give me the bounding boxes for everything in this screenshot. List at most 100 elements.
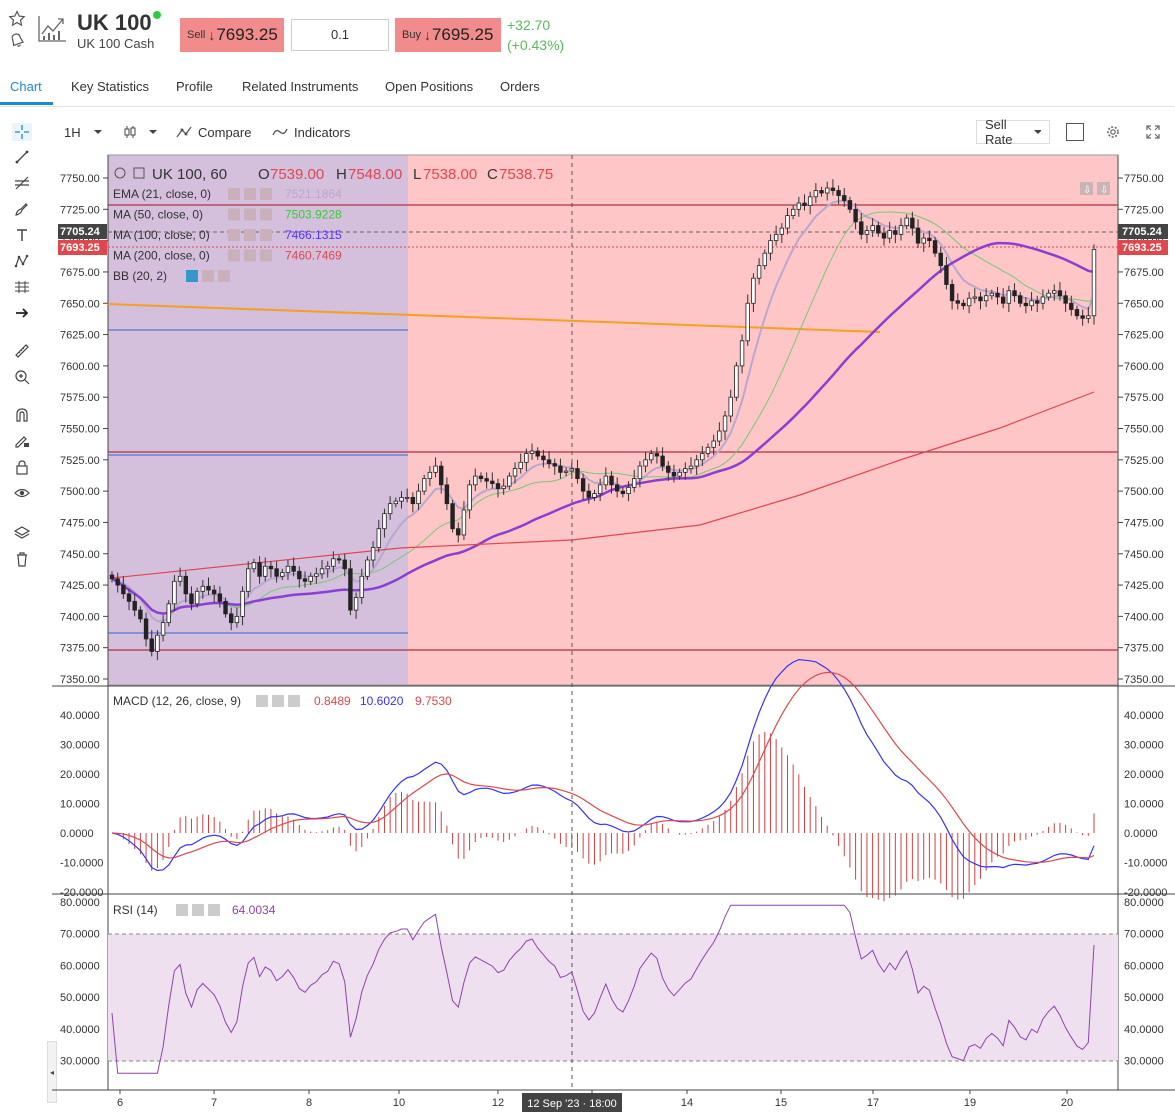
tab-open-positions[interactable]: Open Positions xyxy=(385,79,474,94)
candle-body xyxy=(138,609,143,620)
candle-body xyxy=(978,296,983,302)
pencil-lock-icon[interactable] xyxy=(12,432,32,450)
candle-body xyxy=(927,237,932,242)
collapse-icon[interactable] xyxy=(114,167,126,179)
sell-button[interactable]: Sell ↓ 7693.25 xyxy=(180,18,284,52)
sell-price: 7693.25 xyxy=(216,25,278,44)
interval-select[interactable]: 1H xyxy=(56,120,106,144)
lock-icon[interactable] xyxy=(12,458,32,476)
tab-orders[interactable]: Orders xyxy=(500,79,540,94)
chart-toolbar: 1H Compare Indicators Sell Rate xyxy=(52,116,1175,148)
tab-related-instruments[interactable]: Related Instruments xyxy=(242,79,359,94)
macd-controls[interactable] xyxy=(256,695,300,707)
candle-body xyxy=(365,559,370,577)
y-tick-label: 7600.00 xyxy=(60,361,100,373)
magnet-icon[interactable] xyxy=(12,406,32,424)
y-tick-label: 7725.00 xyxy=(1124,204,1164,216)
candle-body xyxy=(643,459,648,467)
candle-body xyxy=(1057,290,1063,297)
candle-body xyxy=(603,475,609,486)
candle-body xyxy=(575,468,580,479)
trend-line-icon[interactable] xyxy=(12,148,32,166)
candle-body xyxy=(302,578,308,582)
change-percent: (+0.43%) xyxy=(507,37,565,53)
candle-body xyxy=(109,574,115,580)
scroll-down-icon[interactable] xyxy=(1080,182,1093,195)
candle-body xyxy=(353,597,359,611)
crosshair-icon[interactable] xyxy=(12,123,32,141)
rsi-tick-label: 50.0000 xyxy=(60,992,100,1004)
candle-body xyxy=(342,559,347,570)
candle-body xyxy=(444,484,450,505)
sell-arrow-icon: ↓ xyxy=(208,27,216,43)
rsi-tick-label: 50.0000 xyxy=(1124,992,1164,1004)
scroll-up-icon[interactable] xyxy=(1097,182,1110,195)
candle-body xyxy=(717,430,722,442)
candle-body xyxy=(983,295,989,302)
candle-body xyxy=(507,475,512,487)
rsi-controls[interactable] xyxy=(176,904,220,916)
instrument-header: UK 100 UK 100 Cash Sell ↓ 7693.25 0.1 Bu… xyxy=(0,0,1175,70)
trash-icon[interactable] xyxy=(12,550,32,568)
candle-body xyxy=(461,509,467,536)
indicator-control-icon xyxy=(244,188,256,200)
candle-body xyxy=(546,459,552,464)
y-tick-label: 7500.00 xyxy=(1124,486,1164,498)
y-tick-label: 7525.00 xyxy=(1124,455,1164,467)
indicator-control-icon xyxy=(244,229,256,241)
tab-profile[interactable]: Profile xyxy=(176,79,213,94)
star-icon[interactable] xyxy=(7,10,27,28)
candle-body xyxy=(1018,295,1023,304)
chart-icon[interactable] xyxy=(36,12,68,44)
ma50-line xyxy=(111,211,1095,615)
macd-tick-label: -20.0000 xyxy=(1124,887,1167,899)
layers-icon[interactable] xyxy=(12,524,32,542)
trend-line[interactable] xyxy=(107,303,881,333)
rate-select[interactable]: Sell Rate xyxy=(976,117,1050,147)
brush-icon[interactable] xyxy=(12,200,32,218)
candle-body xyxy=(291,565,296,572)
instrument-title: UK 100 xyxy=(77,10,152,35)
x-tick-label: 12 xyxy=(492,1097,504,1109)
zoom-in-icon[interactable] xyxy=(12,368,32,386)
candle-body xyxy=(325,565,330,570)
buy-button[interactable]: Buy ↓ 7695.25 xyxy=(395,18,501,52)
arrow-icon[interactable] xyxy=(12,304,32,322)
ruler-icon[interactable] xyxy=(12,342,32,360)
collapse-sidebar-icon[interactable]: ◂ xyxy=(47,1041,57,1103)
candle-body xyxy=(183,575,188,595)
buy-label: Buy xyxy=(402,29,421,41)
fullscreen-icon[interactable] xyxy=(1146,120,1160,144)
bell-icon[interactable] xyxy=(7,30,27,50)
hide-icon[interactable] xyxy=(133,167,145,179)
indicator-label: MA (200, close, 0) xyxy=(113,249,210,263)
candle-body xyxy=(1029,300,1034,307)
candle-body xyxy=(932,240,938,254)
snapshot-checkbox[interactable] xyxy=(1066,123,1084,141)
price-chart[interactable]: 7750.007750.007725.007725.007700.007700.… xyxy=(0,150,1175,1112)
chart-type-select[interactable] xyxy=(112,120,162,144)
tab-key-statistics[interactable]: Key Statistics xyxy=(71,79,150,94)
text-tool-icon[interactable] xyxy=(12,226,32,244)
candle-body xyxy=(427,471,433,479)
tab-chart[interactable]: Chart xyxy=(10,79,42,94)
indicator-control-icon xyxy=(218,270,230,282)
candle-body xyxy=(626,486,631,495)
compare-button[interactable]: Compare xyxy=(176,120,251,144)
quantity-input[interactable]: 0.1 xyxy=(291,19,389,51)
projection-icon[interactable] xyxy=(12,278,32,296)
indicators-button[interactable]: Indicators xyxy=(272,120,350,144)
candle-body xyxy=(495,483,501,490)
y-tick-label: 7625.00 xyxy=(60,330,100,342)
y-tick-label: 7475.00 xyxy=(1124,517,1164,529)
y-tick-label: 7650.00 xyxy=(60,298,100,310)
candle-body xyxy=(711,440,716,448)
drawing-tools-sidebar: ◂ xyxy=(0,116,57,1112)
fib-icon[interactable] xyxy=(12,174,32,192)
eye-icon[interactable] xyxy=(12,484,32,502)
macd-tick-label: 30.0000 xyxy=(60,740,100,752)
macd-line xyxy=(111,658,1095,872)
pattern-icon[interactable] xyxy=(12,252,32,270)
settings-icon[interactable] xyxy=(1106,120,1120,144)
rsi-tick-label: 70.0000 xyxy=(60,929,100,941)
